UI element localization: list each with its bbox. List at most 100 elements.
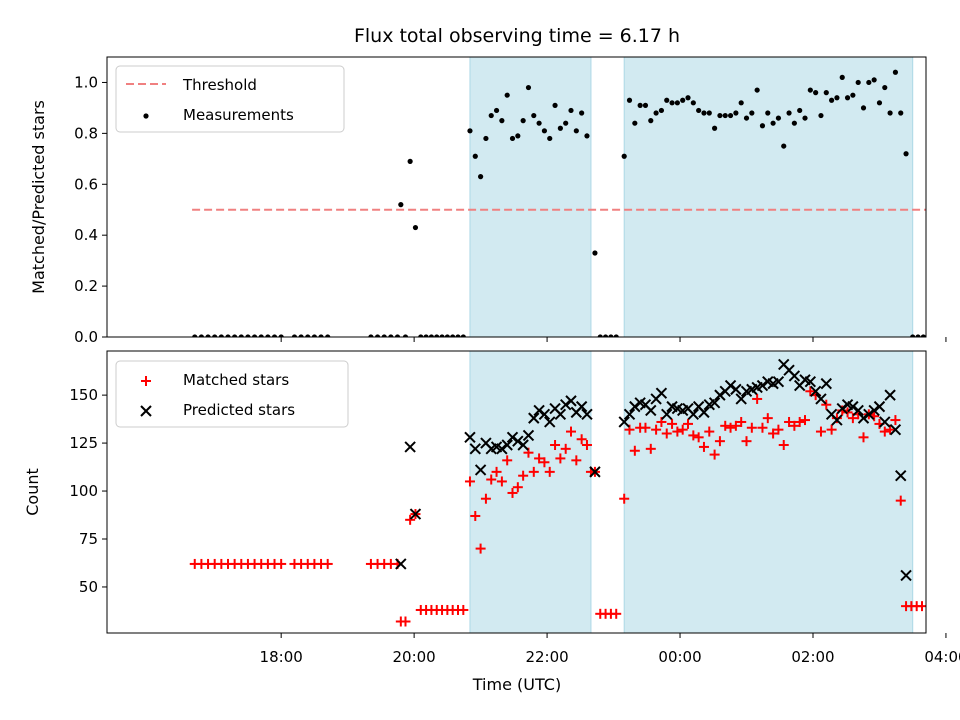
measurement-point <box>738 100 744 106</box>
y-tick-label: 50 <box>79 578 98 596</box>
measurement-point <box>434 334 440 337</box>
measurement-point <box>749 110 755 116</box>
measurement-point <box>706 110 712 116</box>
measurement-point <box>232 334 238 337</box>
predicted-star-point <box>847 400 859 413</box>
predicted-star-point <box>589 466 601 478</box>
measurement-point <box>664 97 670 103</box>
measurement-point <box>520 118 526 124</box>
measurement-point <box>368 334 374 337</box>
measurement-point <box>450 334 456 337</box>
measurement-point <box>876 100 883 106</box>
predicted-star-point <box>735 393 747 405</box>
matched-star-point <box>475 543 486 554</box>
predicted-star-point <box>889 423 902 436</box>
matched-star-point <box>667 418 678 429</box>
matched-star-point <box>661 428 672 439</box>
matched-star-point <box>917 601 926 612</box>
y-tick-label: 1.0 <box>74 73 98 91</box>
top-y-axis-label: Matched/Predicted stars <box>29 100 48 294</box>
measurement-point <box>781 143 787 149</box>
measurement-point <box>467 128 473 134</box>
matched-star-point <box>539 457 550 468</box>
measurement-point <box>860 105 867 111</box>
matched-star-point <box>544 466 555 477</box>
predicted-star-point <box>900 569 912 582</box>
measurement-point <box>472 153 478 159</box>
legend-matched-swatch <box>141 376 151 386</box>
predicted-star-point <box>538 408 551 421</box>
measurement-point <box>685 95 691 101</box>
predicted-star-point <box>698 406 710 419</box>
matched-star-point <box>400 616 411 627</box>
measurement-point <box>525 84 532 91</box>
measurement-point <box>493 107 500 114</box>
measurement-point <box>212 334 218 337</box>
measurement-point <box>642 102 649 108</box>
matched-star-point <box>784 416 795 427</box>
measurement-point <box>786 110 792 116</box>
y-tick-label: 0.8 <box>74 124 98 142</box>
predicted-star-point <box>687 408 700 421</box>
y-tick-label: 100 <box>69 482 98 500</box>
measurement-point <box>818 112 824 119</box>
measurement-point <box>488 112 494 119</box>
y-tick-label: 75 <box>79 530 98 548</box>
predicted-star-point <box>575 400 588 413</box>
matched-star-point <box>528 466 539 477</box>
matched-star-point <box>581 440 592 450</box>
predicted-star-point <box>623 408 636 421</box>
matched-star-point <box>560 443 571 454</box>
x-tick-label: 20:00 <box>393 648 436 666</box>
matched-star-point <box>651 424 662 435</box>
measurement-point <box>759 123 766 129</box>
measurement-point <box>541 128 548 134</box>
measurement-point <box>318 334 324 337</box>
matched-star-point <box>276 558 287 569</box>
predicted-star-point <box>895 469 907 482</box>
measurement-point <box>834 95 840 101</box>
predicted-star-point <box>724 379 737 392</box>
plot-area <box>192 69 926 337</box>
predicted-star-point <box>831 414 843 426</box>
measurement-point <box>855 79 861 86</box>
measurement-point <box>648 118 654 124</box>
measurement-point <box>903 151 909 157</box>
top-panel: 0.0 0.2 0.4 0.6 0.8 1.0 <box>74 56 947 346</box>
measurement-point <box>291 334 298 337</box>
predicted-star-point <box>772 375 785 388</box>
top-legend: Threshold Measurements <box>115 65 345 133</box>
predicted-star-point <box>409 508 422 520</box>
measurement-point <box>192 334 198 337</box>
measurement-point <box>205 334 211 337</box>
matched-star-point <box>714 436 725 447</box>
matched-star-point <box>688 430 699 441</box>
measurement-point <box>238 334 244 337</box>
measurement-point <box>428 334 435 337</box>
matched-star-point <box>322 558 333 569</box>
x-axis-label: Time (UTC) <box>472 675 561 694</box>
measurement-point <box>910 334 916 337</box>
y-tick-label: 0.6 <box>74 175 98 193</box>
matched-star-point <box>773 424 784 435</box>
measurement-point <box>271 334 278 337</box>
matched-star-point <box>611 608 622 619</box>
matched-star-point <box>741 436 752 447</box>
measurement-point <box>775 115 782 121</box>
measurement-point <box>898 110 904 116</box>
measurement-point <box>632 120 638 126</box>
matched-star-point <box>842 407 853 418</box>
measurement-point <box>573 128 579 134</box>
measurement-point <box>265 334 271 337</box>
matched-star-point <box>571 455 582 466</box>
measurement-point <box>597 334 603 337</box>
measurement-point <box>882 84 888 91</box>
matched-star-point <box>800 415 811 426</box>
matched-star-point <box>672 426 683 437</box>
legend-frame <box>115 360 349 428</box>
measurement-point <box>509 135 516 142</box>
measurement-point <box>765 110 771 116</box>
measurement-point <box>444 334 450 337</box>
measurement-point <box>225 334 231 337</box>
